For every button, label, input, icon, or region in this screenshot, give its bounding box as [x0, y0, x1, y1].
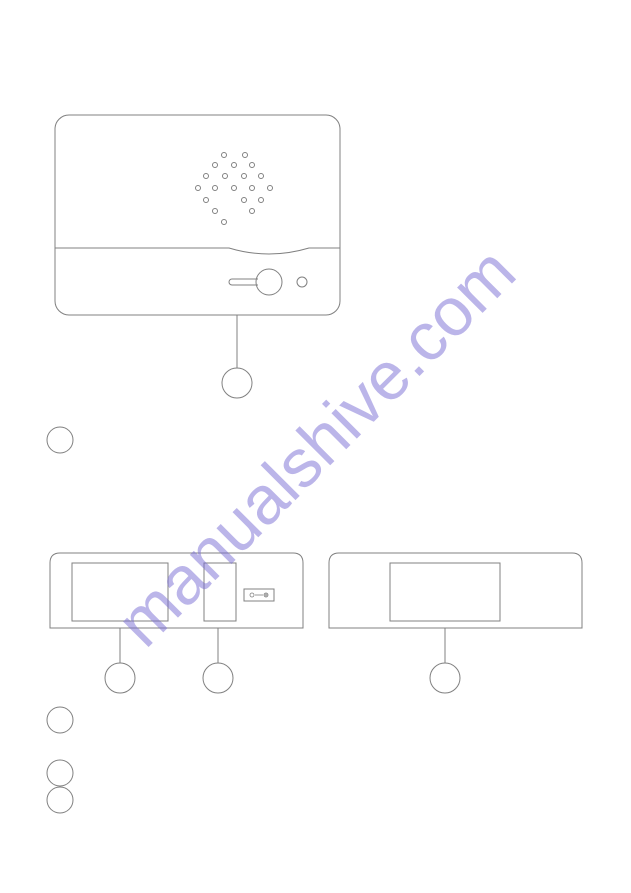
diagram-svg [0, 0, 631, 893]
